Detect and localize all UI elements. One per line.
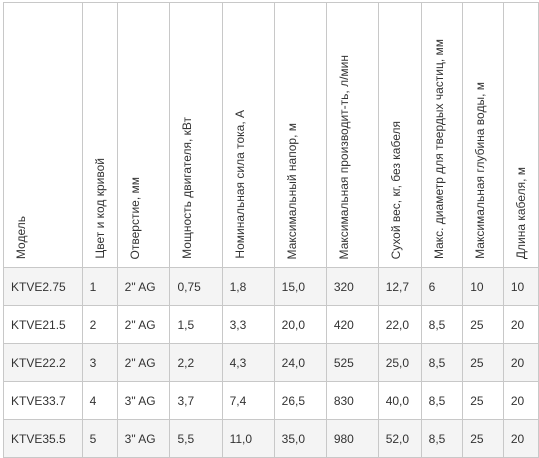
table-cell: 830 <box>325 381 379 420</box>
table-cell: 8,5 <box>420 305 464 344</box>
table-cell: 3" AG <box>116 381 171 420</box>
table-cell: 8,5 <box>420 419 464 458</box>
table-cell: 8,5 <box>420 343 464 382</box>
table-cell: KTVE2.75 <box>3 267 83 306</box>
table-cell: 20,0 <box>273 305 327 344</box>
header-max-head: Максимальный напор, м <box>273 2 327 268</box>
table-cell: KTVE22.2 <box>3 343 83 382</box>
table-cell: 10 <box>462 267 504 306</box>
table-cell: 20 <box>502 305 539 344</box>
header-rated-current: Номинальная сила тока, А <box>221 2 275 268</box>
table-cell: KTVE33.7 <box>3 381 83 420</box>
table-cell: 320 <box>325 267 379 306</box>
table-cell: KTVE21.5 <box>3 305 83 344</box>
table-cell: 22,0 <box>377 305 422 344</box>
table-cell: 20 <box>502 343 539 382</box>
table-cell: 5,5 <box>169 419 223 458</box>
header-outlet: Отверстие, мм <box>116 2 171 268</box>
table-row: KTVE22.2 3 2" AG 2,2 4,3 24,0 525 25,0 8… <box>3 343 539 382</box>
pump-specs-table: Модель Цвет и код кривой Отверстие, мм М… <box>3 2 539 458</box>
header-max-flow: Максимальная производит-ть, л/мин <box>325 2 379 268</box>
table-cell: 0,75 <box>169 267 223 306</box>
header-dry-weight: Сухой вес, кг, без кабеля <box>377 2 422 268</box>
table-cell: 25 <box>462 381 504 420</box>
table-cell: 3,7 <box>169 381 223 420</box>
table-cell: 2" AG <box>116 305 171 344</box>
header-model: Модель <box>3 2 83 268</box>
header-motor-power: Мощность двигателя, кВт <box>169 2 223 268</box>
table-row: KTVE33.7 4 3" AG 3,7 7,4 26,5 830 40,0 8… <box>3 381 539 420</box>
table-cell: 2" AG <box>116 267 171 306</box>
table-cell: 980 <box>325 419 379 458</box>
table-cell: 20 <box>502 419 539 458</box>
table-row: KTVE21.5 2 2" AG 1,5 3,3 20,0 420 22,0 8… <box>3 305 539 344</box>
table-row: KTVE2.75 1 2" AG 0,75 1,8 15,0 320 12,7 … <box>3 267 539 306</box>
table-cell: 20 <box>502 381 539 420</box>
table-cell: 25,0 <box>377 343 422 382</box>
header-max-depth: Максимальная глубина воды, м <box>462 2 504 268</box>
table-cell: 420 <box>325 305 379 344</box>
table-cell: 12,7 <box>377 267 422 306</box>
table-row: KTVE35.5 5 3" AG 5,5 11,0 35,0 980 52,0 … <box>3 419 539 458</box>
table-cell: 1 <box>81 267 118 306</box>
table-cell: 10 <box>502 267 539 306</box>
table-cell: 4,3 <box>221 343 275 382</box>
table-cell: 25 <box>462 343 504 382</box>
header-color-curve: Цвет и код кривой <box>81 2 118 268</box>
table-cell: 6 <box>420 267 464 306</box>
table-cell: 8,5 <box>420 381 464 420</box>
table-cell: 25 <box>462 305 504 344</box>
table-cell: 2,2 <box>169 343 223 382</box>
header-max-particle: Макс. диаметр для твердых частиц, мм <box>420 2 464 268</box>
table-cell: 7,4 <box>221 381 275 420</box>
table-cell: KTVE35.5 <box>3 419 83 458</box>
table-cell: 35,0 <box>273 419 327 458</box>
table-cell: 26,5 <box>273 381 327 420</box>
table-header-row: Модель Цвет и код кривой Отверстие, мм М… <box>3 2 539 268</box>
table-cell: 2" AG <box>116 343 171 382</box>
table-cell: 5 <box>81 419 118 458</box>
table-cell: 3,3 <box>221 305 275 344</box>
table-cell: 3 <box>81 343 118 382</box>
header-cable-length: Длина кабеля, м <box>502 2 539 268</box>
table-cell: 11,0 <box>221 419 275 458</box>
table-cell: 2 <box>81 305 118 344</box>
table-cell: 1,5 <box>169 305 223 344</box>
table-cell: 525 <box>325 343 379 382</box>
table-cell: 4 <box>81 381 118 420</box>
table-cell: 3" AG <box>116 419 171 458</box>
table-cell: 24,0 <box>273 343 327 382</box>
table-cell: 40,0 <box>377 381 422 420</box>
table-cell: 25 <box>462 419 504 458</box>
table-cell: 52,0 <box>377 419 422 458</box>
table-cell: 1,8 <box>221 267 275 306</box>
table-cell: 15,0 <box>273 267 327 306</box>
